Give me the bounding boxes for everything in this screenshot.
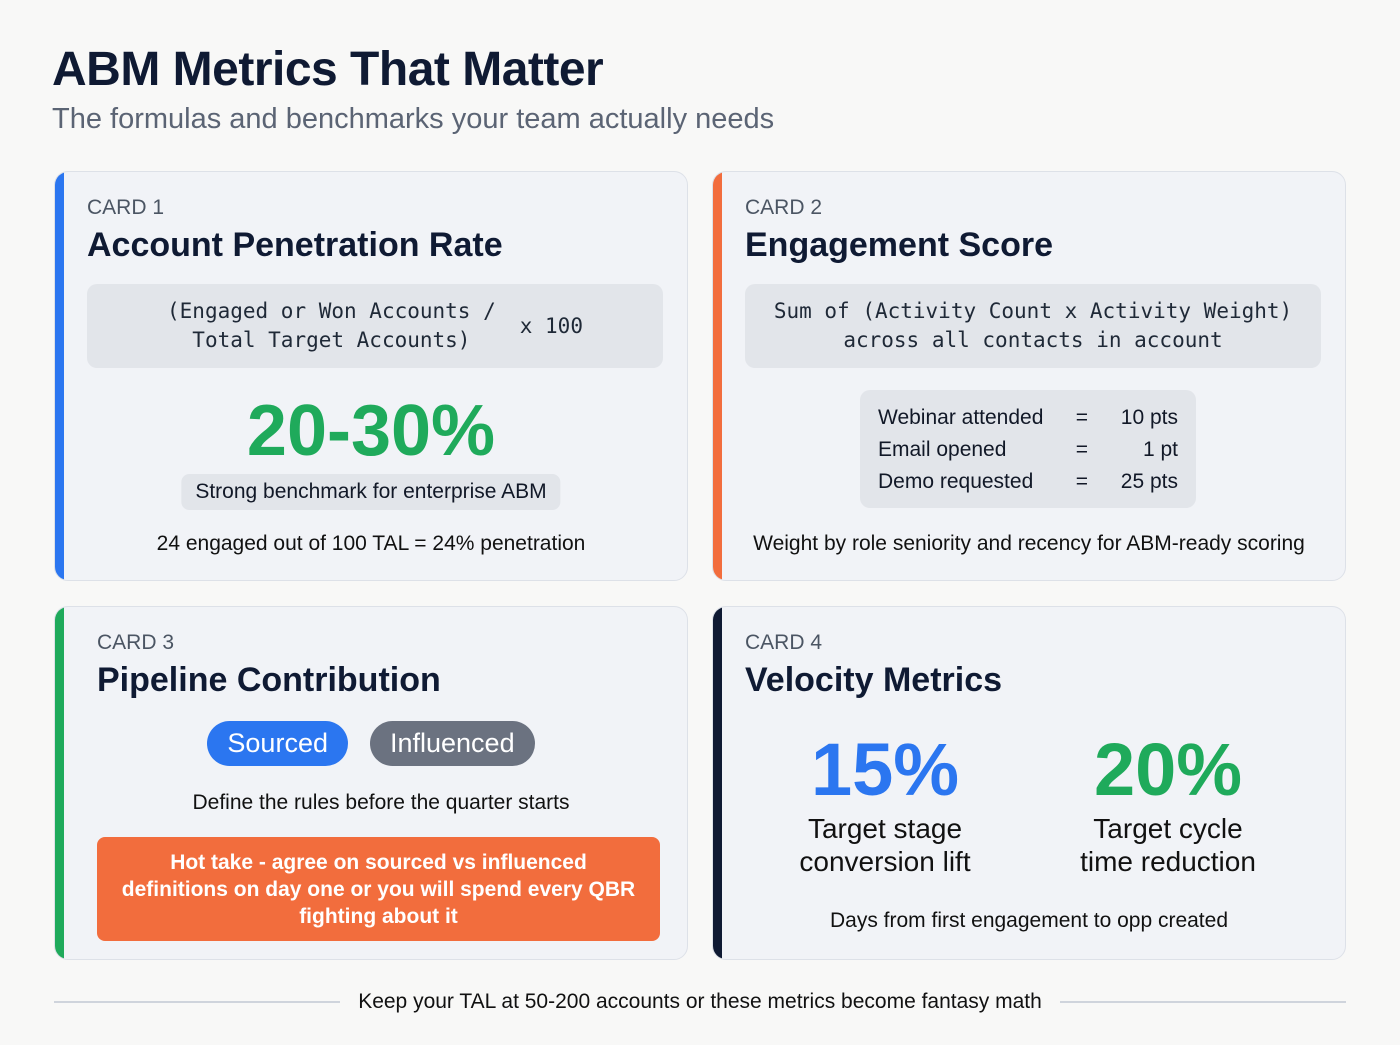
card-engagement-score: CARD 2 Engagement Score Sum of (Activity… <box>712 171 1346 581</box>
card-title: Account Penetration Rate <box>87 226 503 264</box>
equals: = <box>1075 406 1088 429</box>
footer: Keep your TAL at 50-200 accounts or thes… <box>54 990 1347 1014</box>
page-title: ABM Metrics That Matter <box>52 43 604 96</box>
formula-line: across all contacts in account <box>843 328 1223 352</box>
metric-label: Target stage <box>807 813 963 844</box>
card-accent-bar <box>55 607 64 959</box>
card-kicker: CARD 3 <box>97 631 175 654</box>
metric-label: time reduction <box>1080 846 1256 877</box>
equals: = <box>1075 438 1088 461</box>
metric-label: Target cycle <box>1093 813 1243 844</box>
card-kicker: CARD 4 <box>745 631 823 654</box>
card-accent-bar <box>713 172 722 580</box>
points: 1 pt <box>1142 438 1178 461</box>
metric-label: conversion lift <box>799 846 971 877</box>
note-text: Days from first engagement to opp create… <box>829 909 1229 932</box>
metric-value: 20% <box>1093 728 1243 811</box>
weight-row: Demo requested = 25 pts <box>878 466 1178 498</box>
divider <box>54 1001 341 1003</box>
metric-cycle-reduction: 20% Target cycle time reduction <box>1018 727 1318 878</box>
activity: Email opened <box>878 438 1007 461</box>
weights-table: Webinar attended = 10 pts Email opened = 1 p… <box>860 390 1196 508</box>
points: 25 pts <box>1120 470 1178 493</box>
card-title: Pipeline Contribution <box>97 661 441 699</box>
note-text: Weight by role seniority and recency for… <box>753 532 1305 555</box>
card-pipeline-contribution: CARD 3 Pipeline Contribution Sourced Inf… <box>54 606 688 960</box>
page-subtitle: The formulas and benchmarks your team ac… <box>52 103 775 135</box>
weight-row: Email opened = 1 pt <box>878 434 1178 466</box>
activity: Demo requested <box>878 470 1034 493</box>
card-title: Velocity Metrics <box>745 661 1003 699</box>
activity: Webinar attended <box>878 406 1044 429</box>
weight-row: Webinar attended = 10 pts <box>878 402 1178 434</box>
benchmark-label: Strong benchmark for enterprise ABM <box>181 474 561 510</box>
formula-multiplier: x 100 <box>519 313 583 338</box>
hot-take-callout: Hot take - agree on sourced vs influence… <box>97 837 660 941</box>
tag-influenced: Influenced <box>369 721 535 766</box>
card-velocity-metrics: CARD 4 Velocity Metrics 15% Target stage… <box>712 606 1346 960</box>
example-text: 24 engaged out of 100 TAL = 24% penetrat… <box>156 532 586 555</box>
equals: = <box>1075 470 1088 493</box>
formula-box: (Engaged or Won Accounts / Total Target A… <box>87 284 663 368</box>
formula-box: Sum of (Activity Count x Activity Weight… <box>745 284 1321 368</box>
formula-line: (Engaged or Won Accounts / <box>167 299 496 323</box>
card-accent-bar <box>55 172 64 580</box>
note-text: Define the rules before the quarter star… <box>192 791 570 814</box>
tag-sourced: Sourced <box>207 721 348 766</box>
footer-text: Keep your TAL at 50-200 accounts or thes… <box>358 990 1042 1013</box>
tag-group: Sourced Influenced <box>55 721 687 766</box>
metric-value: 15% <box>810 728 960 811</box>
card-kicker: CARD 2 <box>745 196 823 219</box>
card-title: Engagement Score <box>745 226 1053 264</box>
card-accent-bar <box>713 607 722 959</box>
formula-line: Sum of (Activity Count x Activity Weight… <box>773 299 1293 323</box>
card-kicker: CARD 1 <box>87 196 165 219</box>
divider <box>1059 1001 1347 1003</box>
metric-conversion-lift: 15% Target stage conversion lift <box>735 727 1035 878</box>
benchmark-value: 20-30% <box>246 391 496 471</box>
formula-line: Total Target Accounts) <box>192 328 471 352</box>
points: 10 pts <box>1120 406 1178 429</box>
card-account-penetration: CARD 1 Account Penetration Rate (Engaged… <box>54 171 688 581</box>
